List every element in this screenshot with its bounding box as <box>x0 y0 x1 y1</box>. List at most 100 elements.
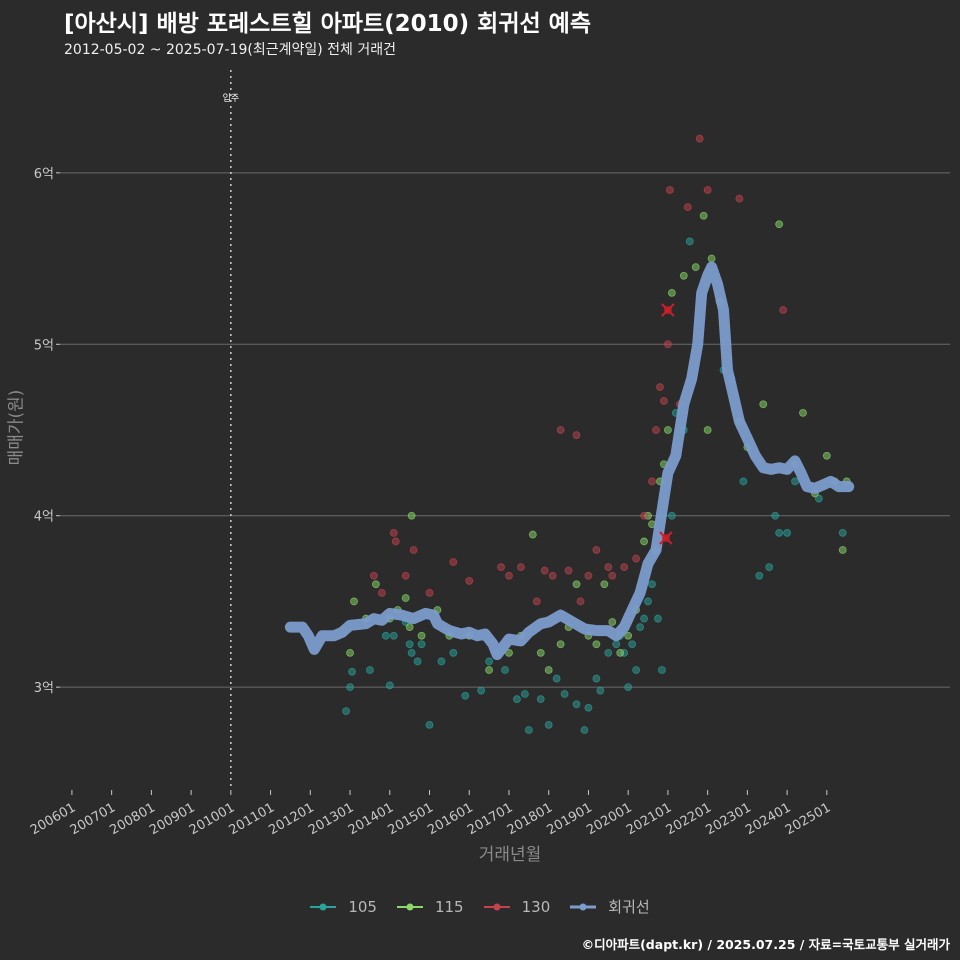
point-105 <box>667 511 676 520</box>
point-130 <box>497 563 505 572</box>
legend-item-115: 115 <box>396 897 464 917</box>
point-105 <box>501 666 509 674</box>
point-130 <box>695 134 704 143</box>
point-115 <box>703 426 712 434</box>
legend-key-115 <box>396 903 423 910</box>
point-105 <box>413 657 422 666</box>
point-130 <box>779 306 788 314</box>
point-105 <box>366 666 374 674</box>
point-130 <box>608 571 617 580</box>
point-130 <box>592 546 601 554</box>
point-105 <box>628 640 637 649</box>
point-105 <box>654 614 662 623</box>
point-115 <box>640 537 648 546</box>
point-130 <box>660 396 668 405</box>
point-130 <box>401 571 410 580</box>
legend-label-105: 105 <box>348 897 377 916</box>
chart-legend: 105 115 130 회귀선 <box>0 896 960 917</box>
chart-subtitle: 2012-05-02 ~ 2025-07-19(최근계약일) 전체 거래건 <box>64 42 396 58</box>
point-130 <box>640 511 648 520</box>
point-115 <box>667 288 676 297</box>
point-105 <box>346 683 354 692</box>
point-130 <box>505 571 513 580</box>
point-105 <box>592 674 601 683</box>
point-130 <box>656 383 664 392</box>
point-130 <box>425 588 434 597</box>
point-130 <box>449 558 458 566</box>
point-105 <box>461 691 470 700</box>
point-115 <box>350 597 358 606</box>
point-115 <box>505 648 513 657</box>
point-115 <box>485 666 494 674</box>
point-130 <box>584 571 593 580</box>
point-130 <box>548 571 557 580</box>
point-130 <box>620 563 629 572</box>
point-105 <box>814 494 823 503</box>
point-105 <box>407 648 416 657</box>
point-130 <box>465 576 474 585</box>
point-130 <box>532 597 541 606</box>
point-105 <box>838 528 847 537</box>
x-tick-label: 202501 <box>783 800 833 838</box>
source-credit: ©디아파트(dapt.kr) / 2025.07.25 / 자료=국토교통부 실… <box>581 937 950 952</box>
point-115 <box>528 530 537 539</box>
point-105 <box>632 666 641 674</box>
point-115 <box>401 594 410 602</box>
point-130 <box>564 566 573 575</box>
point-105 <box>596 686 605 695</box>
point-130 <box>664 340 672 349</box>
point-130 <box>556 426 565 434</box>
point-105 <box>389 631 398 640</box>
legend-label-130: 130 <box>521 897 551 916</box>
point-115 <box>608 618 617 626</box>
point-105 <box>636 623 644 632</box>
point-105 <box>775 528 784 537</box>
point-105 <box>449 648 458 657</box>
point-115 <box>624 631 633 640</box>
marked-point-cross <box>661 303 675 317</box>
point-130 <box>648 477 656 486</box>
point-105 <box>437 657 446 666</box>
point-115 <box>699 211 708 220</box>
point-115 <box>707 254 716 263</box>
point-105 <box>485 657 494 666</box>
point-130 <box>652 426 660 434</box>
y-tick-label: 5억 <box>34 338 54 353</box>
point-115 <box>691 263 700 272</box>
point-105 <box>572 700 581 709</box>
point-130 <box>576 597 585 606</box>
point-105 <box>417 640 426 649</box>
point-130 <box>391 537 400 546</box>
point-105 <box>612 640 621 649</box>
y-tick-label: 4억 <box>34 510 54 525</box>
point-105 <box>477 686 486 695</box>
point-105 <box>381 631 390 640</box>
legend-key-130 <box>483 903 510 910</box>
point-130 <box>409 546 418 554</box>
point-115 <box>405 623 414 632</box>
legend-label-regression: 회귀선 <box>608 898 650 916</box>
point-105 <box>755 571 764 580</box>
point-115 <box>544 666 553 674</box>
point-105 <box>385 681 394 690</box>
point-105 <box>604 648 613 657</box>
legend-key-105 <box>310 903 337 910</box>
legend-item-regression: 회귀선 <box>570 896 650 917</box>
point-130 <box>572 431 581 440</box>
legend-item-105: 105 <box>310 897 377 917</box>
x-axis-label: 거래년월 <box>478 845 542 865</box>
point-105 <box>791 477 799 486</box>
point-115 <box>759 400 768 409</box>
point-105 <box>536 695 545 704</box>
point-115 <box>616 648 625 657</box>
move-in-label: 입주 <box>223 92 240 104</box>
point-105 <box>520 690 529 698</box>
point-130 <box>665 186 674 194</box>
point-130 <box>516 563 525 572</box>
point-105 <box>783 528 791 537</box>
point-130 <box>369 571 378 580</box>
point-115 <box>600 580 609 589</box>
point-115 <box>775 220 784 229</box>
point-115 <box>679 271 688 280</box>
